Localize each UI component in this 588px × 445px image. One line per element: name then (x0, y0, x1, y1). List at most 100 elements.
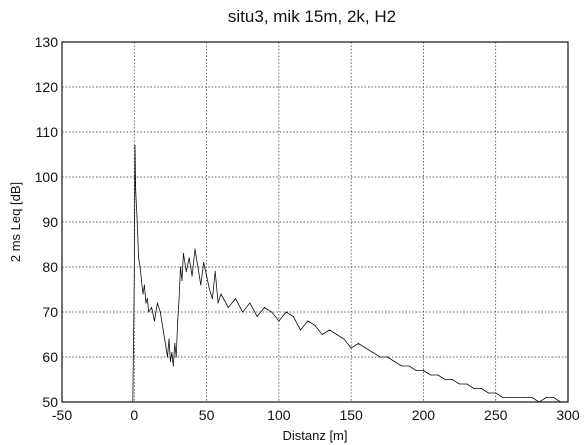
data-point (509, 397, 511, 398)
data-point (136, 221, 138, 223)
data-point (495, 392, 497, 394)
data-point (235, 298, 236, 299)
data-point (350, 347, 352, 349)
data-point (148, 311, 150, 313)
data-point (168, 338, 170, 340)
y-tick-label: 130 (35, 34, 59, 50)
data-point (191, 275, 193, 277)
data-point (214, 271, 216, 272)
data-point (422, 370, 424, 371)
data-point (365, 347, 367, 349)
x-tick-label: 0 (130, 407, 138, 423)
data-point (480, 388, 482, 389)
data-point (156, 302, 158, 304)
data-point (167, 356, 168, 358)
x-tick-label: 200 (412, 407, 436, 423)
data-point (182, 253, 184, 254)
plot-frame (61, 41, 569, 403)
data-point (343, 338, 345, 340)
data-point (415, 370, 417, 371)
x-tick-label: 50 (199, 407, 215, 423)
data-point (162, 329, 164, 331)
data-point (206, 275, 208, 277)
data-point (203, 262, 205, 263)
data-point (138, 257, 140, 259)
y-tick-label: 50 (42, 394, 58, 410)
data-point (135, 190, 137, 191)
data-point (211, 298, 213, 299)
data-point (545, 397, 547, 398)
data-point (307, 320, 309, 322)
data-point (171, 352, 173, 353)
data-point (502, 397, 504, 398)
data-point (209, 289, 210, 290)
data-point (408, 365, 410, 367)
data-point (278, 320, 280, 322)
y-tick-label: 90 (42, 214, 58, 230)
data-point (159, 311, 161, 313)
data-point (174, 343, 176, 344)
y-tick-label: 100 (35, 169, 59, 185)
data-point (473, 388, 475, 389)
series-line (132, 145, 562, 403)
y-tick-label: 70 (42, 304, 58, 320)
data-point (175, 356, 177, 358)
data-point (285, 311, 287, 313)
x-tick-label: 300 (556, 407, 580, 423)
data-point (169, 361, 171, 362)
x-tick-label: -50 (52, 407, 72, 423)
data-point (336, 334, 338, 335)
data-point (242, 311, 244, 313)
data-point (321, 334, 323, 335)
data-point (292, 316, 294, 317)
data-point (165, 347, 167, 349)
x-tick-label: 150 (339, 407, 363, 423)
y-axis-label: 2 ms Leq [dB] (8, 182, 23, 262)
data-point (357, 343, 359, 344)
data-point (143, 284, 145, 286)
data-point (300, 329, 301, 331)
data-point (531, 397, 533, 398)
data-point (401, 365, 403, 367)
data-point (386, 356, 388, 358)
data-point (430, 374, 432, 376)
y-tick-label: 80 (42, 259, 58, 275)
data-point (437, 374, 439, 376)
y-tick-label: 110 (36, 124, 59, 140)
data-point (329, 329, 330, 331)
data-point (451, 379, 453, 380)
data-point (200, 284, 202, 286)
y-tick-label: 60 (42, 349, 58, 365)
chart-title: situ3, mik 15m, 2k, H2 (228, 7, 396, 26)
data-point (134, 145, 136, 146)
data-point (444, 379, 446, 380)
x-tick-label: 250 (484, 407, 508, 423)
data-point (142, 293, 144, 295)
data-point (256, 316, 258, 317)
data-point (488, 392, 489, 394)
data-point (181, 280, 183, 281)
data-point (141, 280, 142, 281)
data-point (217, 302, 219, 304)
x-axis-label: Distanz [m] (282, 428, 347, 443)
grid (62, 42, 568, 402)
data-point (185, 271, 187, 272)
data-point (553, 397, 554, 398)
data-point (188, 257, 190, 259)
data-point (263, 307, 265, 308)
data-point (139, 266, 141, 268)
data-point (194, 248, 196, 250)
data-point (394, 361, 395, 362)
data-point (197, 266, 199, 268)
data-point (524, 397, 526, 398)
data-point (314, 325, 316, 326)
tick-labels: -50 0 50 100 150 200 250 300 50 60 70 80 90 100 110 120… (35, 34, 580, 423)
data-point (516, 397, 518, 398)
x-tick-label: 100 (267, 407, 291, 423)
data-point (180, 266, 181, 268)
data-point (466, 383, 468, 385)
data-point (178, 298, 180, 299)
data-point (227, 307, 229, 308)
y-tick-label: 120 (35, 79, 59, 95)
